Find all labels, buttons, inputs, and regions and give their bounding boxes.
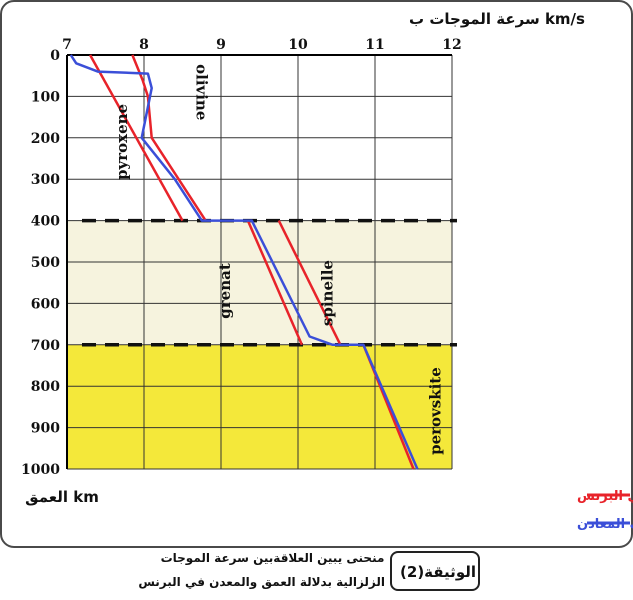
y-tick-label: 1000 — [21, 462, 60, 478]
series-line — [131, 54, 207, 222]
zone-band — [67, 344, 452, 469]
y-tick-label: 500 — [31, 255, 60, 271]
document-number-box: الوثيقة(2) — [390, 551, 480, 591]
zone-band — [67, 220, 452, 345]
x-tick-label: 8 — [139, 37, 149, 53]
x-tick-label: 10 — [288, 37, 308, 53]
legend-label: منحنى انتشار الموجات P في مختلف المعادن — [577, 517, 633, 532]
mineral-label: pyroxene — [113, 104, 131, 180]
series-line — [277, 220, 342, 346]
y-tick-label: 900 — [31, 421, 60, 437]
y-tick-label: 300 — [31, 172, 60, 188]
caption-line-1: منحنى يبين العلاقةبين سرعة الموجات — [160, 551, 385, 565]
series-line — [89, 54, 184, 222]
x-tick-label: 9 — [216, 37, 226, 53]
mineral-label: perovskite — [426, 367, 444, 455]
velocity-depth-chart: 7 8 9 10 11 12 0 100 200 300 400 500 600 700 800 900 100… — [21, 10, 633, 532]
y-tick-label: 200 — [31, 131, 60, 147]
chart-frame: 7 8 9 10 11 12 0 100 200 300 400 500 600 700 800 900 100… — [0, 0, 633, 548]
x-axis-title: سرعة الموجات ب km/s — [409, 10, 585, 28]
series-line — [246, 220, 304, 346]
y-tick-label: 0 — [50, 48, 60, 64]
y-tick-label: 100 — [31, 89, 60, 105]
document-caption: منحنى يبين العلاقةبين سرعة الموجات الزلز… — [138, 549, 520, 599]
x-tick-label: 11 — [365, 37, 384, 53]
caption-line-2: الزلزالية بدلالة العمق والمعدن في البرنس — [138, 575, 385, 589]
mineral-label: spinelle — [319, 260, 337, 326]
y-tick-label: 800 — [31, 379, 60, 395]
y-axis-title: العمق km — [25, 488, 99, 506]
x-tick-label: 7 — [62, 37, 72, 53]
x-tick-label: 12 — [442, 37, 461, 53]
y-tick-label: 400 — [31, 214, 60, 230]
series-line — [69, 54, 419, 470]
mineral-label: olivine — [192, 64, 210, 120]
y-tick-label: 700 — [31, 338, 60, 354]
legend-label: منحنى انتشار الموجات P في البرنس — [577, 489, 633, 504]
y-tick-label: 600 — [31, 296, 60, 312]
mineral-label: grenat — [216, 263, 234, 319]
document-label: الوثيقة(2) — [400, 563, 476, 581]
